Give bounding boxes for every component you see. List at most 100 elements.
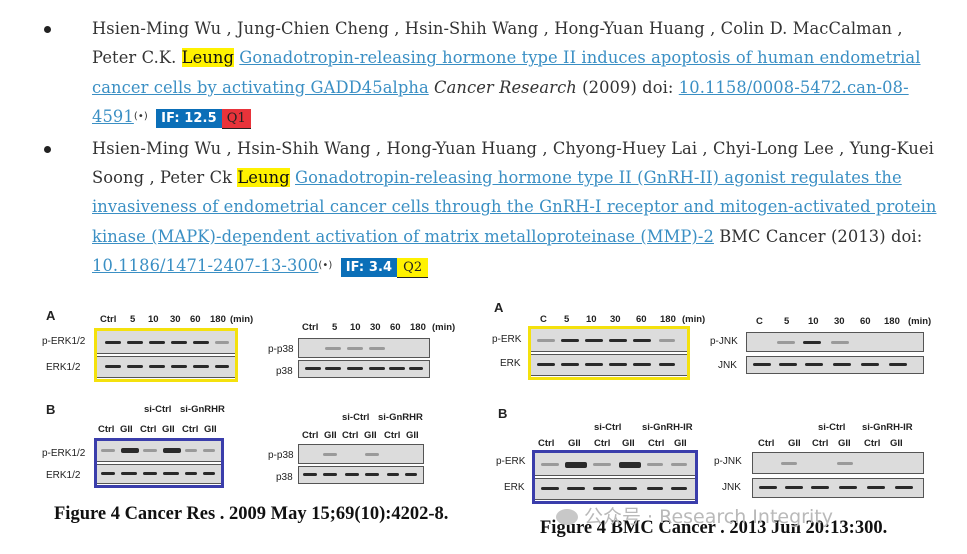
wechat-icon [556,509,578,525]
lane-label: GII [120,424,133,435]
lane-label: 10 [148,314,159,325]
lane-label: 5 [564,314,570,325]
doi-link[interactable]: 10.1186/1471-2407-13-300 [92,256,319,276]
reference-authors: Hsien-Ming Wu , Jung-Chien Cheng , Hsin-… [92,19,903,68]
row-label: JNK [722,482,741,493]
reference-authors: Hsien-Ming Wu , Hsin-Shih Wang , Hong-Yu… [92,138,934,188]
lane-label: 180 [210,314,226,325]
lane-label: GII [568,438,581,449]
figure-caption: Figure 4 Cancer Res . 2009 May 15;69(10)… [54,504,449,524]
blot-erk [96,356,236,378]
si-gnrhir-label: si-GnRH-IR [642,422,693,433]
reference-list: Hsien-Ming Wu , Jung-Chien Cheng , Hsin-… [0,14,967,283]
lane-label: 60 [390,322,401,333]
lane-label: GII [838,438,851,449]
bullet-icon [44,145,51,153]
highlight-frame-blue [532,450,698,504]
lane-label: Ctrl [812,438,829,449]
altmetric-icon[interactable]: (•) [133,111,148,123]
highlight-frame-yellow [94,328,238,382]
blot-p-erk [96,330,236,354]
panel-label-a: A [494,300,504,315]
impact-factor-badge: IF: 12.5 [156,109,222,129]
lane-label: 5 [784,316,790,327]
journal-name: Cancer Research [434,77,577,97]
lane-label: 180 [410,322,426,333]
lane-label: Ctrl [140,424,157,435]
reference-title-link[interactable]: Gonadotropin-releasing hormone type II (… [92,168,937,246]
doi-link[interactable]: 10.1158/0008-5472.can-08-4591 [92,77,909,127]
figure-cancer-res: A Ctrl 5 10 30 60 180 (min) p-ERK1/2 ERK… [40,300,480,530]
row-label: p38 [276,366,293,377]
lane-label: 60 [636,314,647,325]
lane-label: 30 [370,322,381,333]
highlighted-author: Leung [181,48,235,68]
lane-label: (min) [908,316,932,327]
row-label: p-JNK [714,456,742,467]
panel-label-b: B [46,402,56,417]
row-label: p-JNK [710,336,738,347]
panel-label-b: B [498,406,508,421]
blot-erk-b [534,478,696,500]
lane-label: GII [622,438,635,449]
row-label: ERK1/2 [46,470,81,481]
si-ctrl-label: si-Ctrl [818,422,846,433]
si-ctrl-label: si-Ctrl [144,404,172,415]
blot-p-p38-b [298,444,424,464]
lane-label: Ctrl [538,438,555,449]
quartile-badge: Q2 [397,258,429,279]
lane-label: 180 [884,316,900,327]
reference-year: (2013) doi: [830,226,923,246]
lane-label: 30 [170,314,181,325]
row-label: ERK [504,482,525,493]
lane-label: (min) [682,314,706,325]
lane-label: GII [324,430,337,441]
impact-factor-badge: IF: 3.4 [340,258,398,278]
lane-label: Ctrl [384,430,401,441]
figure-bmc-cancer: A C 5 10 30 60 180 (min) p-ERK ERK C 5 1… [490,296,940,546]
watermark: 公众号 · Research Integrity [556,502,833,529]
lane-label: 30 [834,316,845,327]
blot-erk-b [96,464,222,484]
si-ctrl-label: si-Ctrl [342,412,370,423]
panel-label-a: A [46,308,56,323]
blot-jnk [746,356,924,374]
lane-label: Ctrl [758,438,775,449]
row-label: JNK [718,360,737,371]
blot-p-erk [530,328,688,352]
blot-p-p38 [298,338,430,358]
blot-p38-b [298,466,424,484]
altmetric-icon[interactable]: (•) [318,260,333,272]
row-label: p-p38 [268,450,294,461]
lane-label: GII [406,430,419,441]
journal-name: BMC Cancer [719,226,826,246]
lane-label: GII [890,438,903,449]
lane-label: 5 [130,314,136,325]
row-label: p-ERK1/2 [42,336,86,347]
row-label: p-ERK [496,456,526,467]
highlighted-author: Leung [237,168,290,188]
lane-label: Ctrl [302,322,319,333]
lane-label: GII [162,424,175,435]
lane-label: 10 [808,316,819,327]
row-label: p-ERK [492,334,522,345]
bullet-icon [44,26,51,33]
row-label: p-p38 [268,344,294,355]
blot-p-jnk [746,332,924,352]
lane-label: Ctrl [342,430,359,441]
lane-label: C [540,314,547,325]
watermark-text: 公众号 · Research Integrity [584,506,833,528]
lane-label: Ctrl [100,314,117,325]
lane-label: Ctrl [864,438,881,449]
si-gnrhir-label: si-GnRH-IR [862,422,913,433]
row-label: ERK [500,358,521,369]
lane-label: GII [788,438,801,449]
reference-title-link[interactable]: Gonadotropin-releasing hormone type II i… [92,48,921,97]
lane-label: (min) [230,314,254,325]
lane-label: 60 [860,316,871,327]
si-gnrhr-label: si-GnRHR [180,404,225,415]
lane-label: 5 [332,322,338,333]
reference-item: Hsien-Ming Wu , Jung-Chien Cheng , Hsin-… [0,14,967,134]
blot-jnk-b [752,478,924,498]
row-label: p-ERK1/2 [42,448,86,459]
